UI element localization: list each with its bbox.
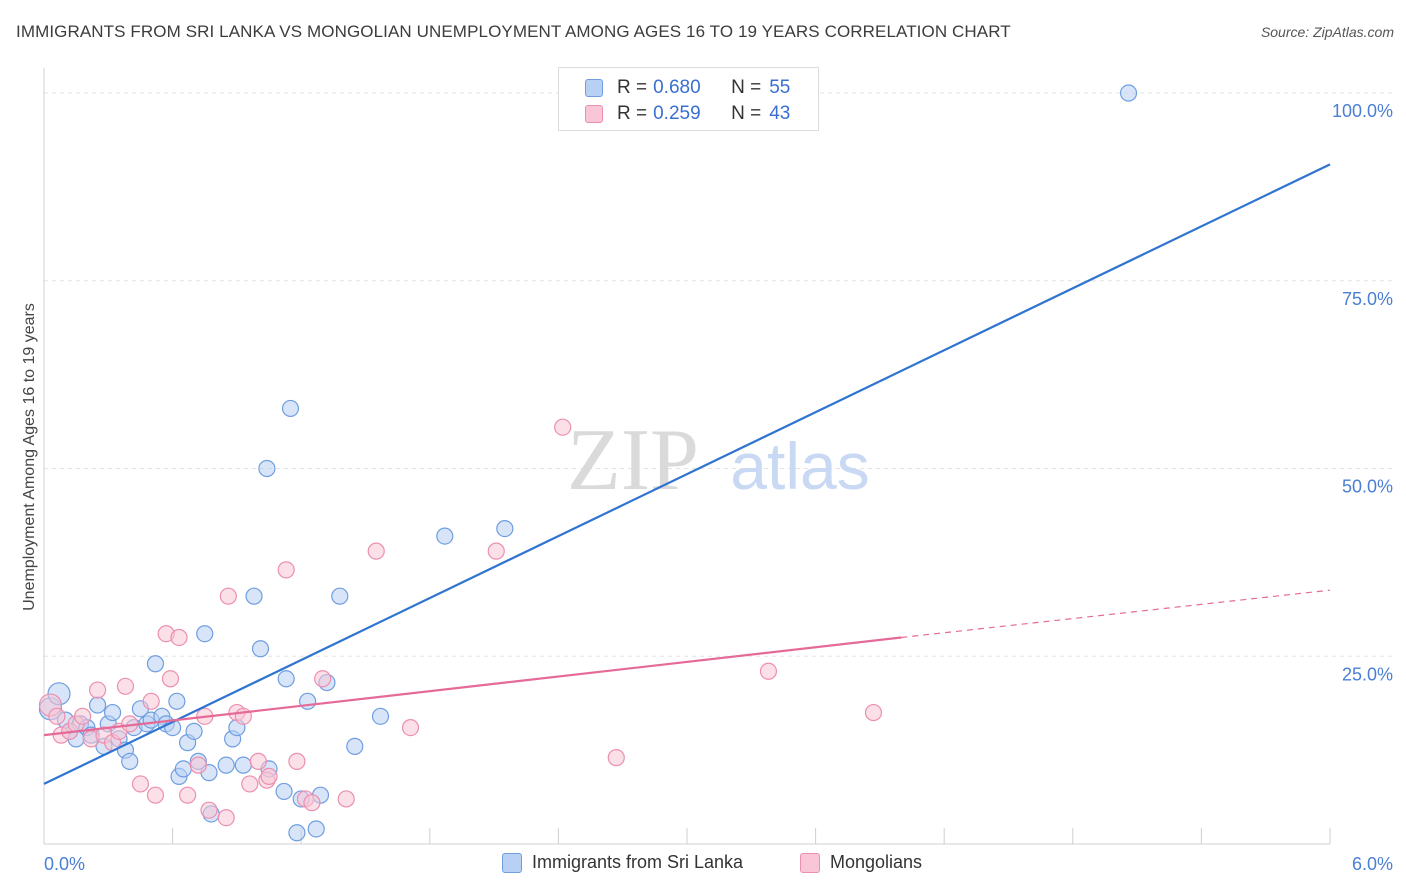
- mongolians-point: [189, 756, 207, 774]
- sri-lanka-point: [174, 760, 192, 778]
- legend-n-label: N =: [731, 77, 762, 98]
- sri-lanka-point: [288, 824, 306, 842]
- sri-lanka-point: [88, 696, 107, 714]
- mongolians-point: [73, 707, 92, 725]
- mongolians-trend-extension: [901, 589, 1331, 639]
- sri-lanka-point: [245, 587, 263, 605]
- y-tick-label: 75.0%: [1342, 289, 1393, 309]
- sri-lanka-point: [185, 722, 203, 740]
- watermark: ZIP atlas: [567, 412, 870, 509]
- sri-lanka-trend-line: [43, 163, 1331, 785]
- legend-n-value: 43: [769, 103, 791, 124]
- mongolians-point: [607, 749, 625, 767]
- mongolians-point: [337, 790, 355, 808]
- legend-label-mongolians: Mongolians: [830, 852, 923, 872]
- sri-lanka-point: [146, 655, 165, 673]
- sri-lanka-point: [277, 670, 295, 688]
- legend-r-value: 0.259: [653, 103, 701, 124]
- mongolians-point: [170, 628, 188, 647]
- x-tick-label: 6.0%: [1352, 854, 1393, 874]
- trend-layer: [43, 163, 1331, 785]
- mongolians-point: [288, 752, 306, 770]
- legend-row-mongolians: R = 0.259 N = 43: [585, 102, 790, 126]
- sri-lanka-point: [371, 707, 390, 725]
- watermark-atlas: atlas: [730, 429, 869, 503]
- sri-lanka-point: [496, 519, 514, 538]
- legend-item-sri-lanka[interactable]: Immigrants from Sri Lanka: [502, 852, 743, 873]
- mongolians-point: [179, 786, 197, 804]
- points-layer: [38, 84, 1138, 842]
- mongolians-point: [367, 542, 385, 560]
- mongolians-point: [217, 809, 235, 827]
- legend-swatch-pink: [585, 105, 603, 123]
- sri-lanka-point: [436, 527, 454, 545]
- sri-lanka-point: [196, 625, 214, 643]
- y-tick-label: 25.0%: [1342, 664, 1393, 684]
- sri-lanka-point: [251, 640, 270, 658]
- mongolians-point: [219, 587, 237, 605]
- sri-lanka-point: [258, 459, 276, 478]
- legend-r-value: 0.680: [653, 77, 701, 98]
- tick-label-layer: 25.0% 50.0% 75.0% 100.0% 0.0% 6.0%: [44, 101, 1393, 874]
- sri-lanka-point: [234, 756, 252, 774]
- mongolians-point: [487, 542, 505, 560]
- legend-n-value: 55: [769, 77, 791, 98]
- y-tick-label: 100.0%: [1332, 101, 1393, 121]
- mongolians-point: [116, 677, 135, 695]
- legend-swatch-blue: [585, 79, 603, 97]
- sri-lanka-point: [346, 737, 364, 755]
- mongolians-point: [401, 718, 420, 737]
- chart-source: Source: ZipAtlas.com: [1260, 24, 1394, 40]
- legend-item-mongolians[interactable]: Mongolians: [800, 852, 922, 873]
- legend-r-label: R =: [617, 77, 648, 98]
- legend-label-sri-lanka: Immigrants from Sri Lanka: [532, 852, 744, 872]
- legend-n-label: N =: [731, 103, 762, 124]
- mongolians-point: [249, 752, 267, 770]
- legend-stats: R = 0.680 N = 55 R = 0.259 N = 43: [558, 67, 819, 131]
- y-tick-label: 50.0%: [1342, 477, 1393, 497]
- sri-lanka-point: [121, 752, 139, 770]
- x-tick-label: 0.0%: [44, 854, 85, 874]
- legend-row-sri-lanka: R = 0.680 N = 55: [585, 76, 790, 100]
- sri-lanka-point: [307, 820, 325, 838]
- mongolians-point: [131, 775, 150, 793]
- mongolians-point: [554, 418, 572, 436]
- mongolians-point: [241, 775, 259, 793]
- sri-lanka-point: [103, 703, 122, 722]
- sri-lanka-point: [217, 756, 235, 774]
- legend-swatch-blue: [502, 852, 522, 873]
- legend-r-label: R =: [617, 103, 648, 124]
- mongolians-point: [759, 662, 778, 680]
- mongolians-point: [161, 670, 180, 688]
- sri-lanka-point: [299, 692, 317, 710]
- mongolians-point: [88, 681, 107, 699]
- legend-swatch-pink: [800, 852, 820, 873]
- mongolians-trend-line: [43, 636, 902, 737]
- mongolians-point: [142, 692, 160, 710]
- sri-lanka-point: [1119, 84, 1138, 102]
- mongolians-point: [146, 786, 165, 804]
- mongolians-point: [277, 561, 295, 579]
- sri-lanka-point: [331, 587, 349, 605]
- mongolians-point: [200, 801, 218, 819]
- sri-lanka-point: [281, 399, 300, 418]
- grid-layer: [44, 92, 1392, 657]
- mongolians-point: [864, 703, 883, 722]
- mongolians-point: [303, 794, 321, 812]
- chart-title: IMMIGRANTS FROM SRI LANKA VS MONGOLIAN U…: [16, 22, 1011, 41]
- mongolians-point: [260, 767, 278, 786]
- sri-lanka-point: [275, 782, 293, 801]
- mongolians-point: [48, 707, 66, 725]
- watermark-zip: ZIP: [567, 412, 699, 509]
- sri-lanka-point: [168, 692, 186, 710]
- mongolians-point: [314, 670, 332, 688]
